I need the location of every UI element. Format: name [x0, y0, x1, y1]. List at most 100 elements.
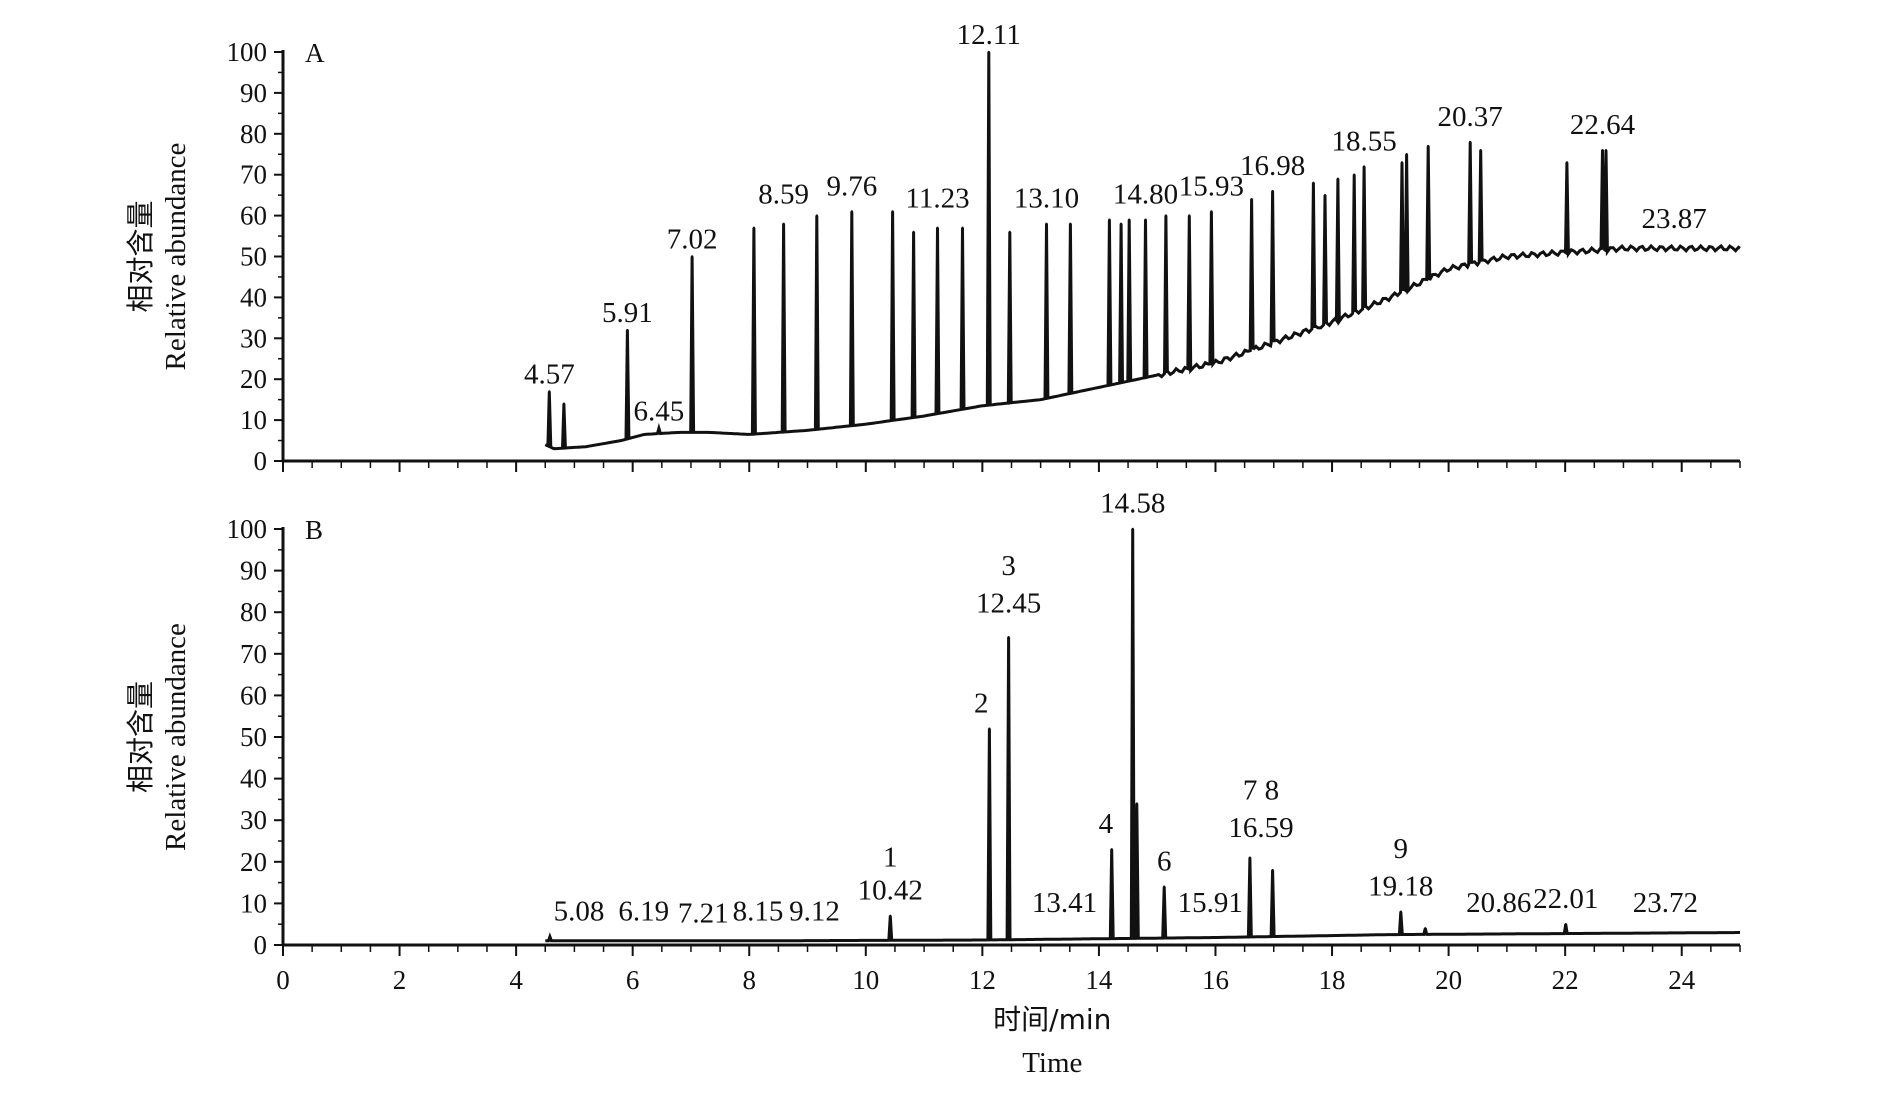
peak-point	[1119, 222, 1123, 225]
peak-label: 20.86	[1466, 887, 1531, 919]
peak-label: 5.08	[554, 895, 605, 927]
peak-label: 23.72	[1633, 887, 1698, 919]
peak-label: 15.93	[1179, 170, 1244, 202]
peak-point	[1250, 198, 1253, 201]
peak-point	[1336, 177, 1340, 180]
y-tick-label: 60	[240, 201, 267, 231]
peak-label: 15.91	[1178, 887, 1243, 919]
y-tick-label: 50	[240, 722, 267, 752]
y-tick-label: 70	[240, 639, 267, 669]
peak-point	[1323, 193, 1327, 197]
peak-label: 5.91	[602, 297, 653, 329]
peak-point	[1008, 230, 1011, 234]
y-tick-label: 100	[227, 37, 268, 67]
peak-point	[1565, 161, 1569, 164]
peak-point	[1424, 927, 1427, 930]
peak-label: 16.59	[1228, 812, 1293, 844]
peak-point	[1468, 140, 1472, 144]
peak-label: 4	[1099, 808, 1114, 840]
y-tick-label: 60	[240, 680, 267, 710]
y-tick-label: 20	[240, 847, 267, 877]
y-tick-label: 40	[240, 764, 267, 794]
peak-label: 7.21	[678, 897, 729, 929]
peak-point	[1007, 635, 1010, 639]
peak-point	[1362, 165, 1366, 168]
x-axis-title-cn: 时间/min	[993, 1003, 1111, 1036]
peak-point	[1045, 222, 1048, 225]
y-tick-label: 20	[240, 364, 267, 394]
peak-point	[961, 226, 964, 230]
peak-point	[988, 727, 991, 730]
peak-point	[936, 226, 939, 230]
peak-label: 6.45	[634, 395, 685, 427]
peak-point	[987, 50, 990, 54]
peak-label: 10.42	[858, 875, 923, 907]
x-tick-label: 24	[1668, 965, 1696, 995]
peak-point	[548, 390, 551, 393]
signal-trace	[545, 528, 1740, 943]
y-tick-label: 50	[240, 242, 267, 272]
peak-label: 19.18	[1368, 870, 1433, 902]
peak-label: 13.41	[1032, 887, 1097, 919]
peak-label: 9.76	[826, 170, 877, 202]
peak-point	[815, 214, 819, 217]
peak-label: 11.23	[905, 183, 969, 215]
x-tick-label: 8	[742, 965, 756, 995]
peak-label: 14.58	[1100, 488, 1165, 520]
peak-point	[1108, 218, 1111, 221]
y-tick-label: 10	[240, 888, 267, 918]
y-tick-label: 0	[254, 446, 268, 476]
y-axis-title: Relative abundance	[160, 623, 192, 851]
x-axis-title: Time	[1022, 1047, 1082, 1079]
y-tick-label: 90	[240, 78, 267, 108]
peak-label: 3	[1001, 550, 1016, 582]
peak-point	[1405, 153, 1408, 156]
y-tick-label: 40	[240, 282, 267, 312]
peak-point	[1601, 148, 1604, 152]
peak-point	[1312, 181, 1315, 185]
peak-label: 7 8	[1243, 775, 1279, 807]
y-axis-title-cn: 相对含量	[124, 681, 157, 793]
peak-label: 8.59	[758, 179, 809, 211]
peak-point	[1144, 218, 1147, 221]
peak-point	[889, 914, 892, 918]
peak-point	[1399, 910, 1403, 913]
x-tick-label: 20	[1435, 965, 1462, 995]
peak-point	[657, 427, 661, 430]
peak-label: 8.15	[733, 895, 784, 927]
x-tick-label: 16	[1202, 965, 1229, 995]
peak-label: 9.12	[789, 895, 840, 927]
peak-point	[626, 328, 629, 332]
peak-label: 9	[1394, 833, 1409, 865]
peak-point	[1271, 868, 1274, 872]
peak-point	[1271, 189, 1274, 193]
peak-label: 4.57	[524, 358, 575, 390]
peak-point	[1248, 856, 1252, 859]
y-tick-label: 90	[240, 556, 267, 586]
peak-label: 13.10	[1014, 183, 1079, 215]
panel-a: 0 10 20 30 40 50 60 70 80 90 100 4.57 5.91 6.45 7.02 8.…	[124, 19, 1741, 476]
peak-point	[1162, 885, 1166, 888]
peak-point	[1479, 148, 1482, 152]
x-tick-label: 18	[1319, 965, 1346, 995]
peak-point	[752, 226, 756, 230]
x-tick-label: 0	[276, 965, 290, 995]
peak-label: 20.37	[1438, 101, 1503, 133]
peak-label: 18.55	[1331, 125, 1396, 157]
peak-point	[1135, 802, 1139, 805]
peak-point	[1188, 214, 1191, 217]
y-tick-label: 80	[240, 119, 267, 149]
peak-label: 7.02	[667, 224, 718, 256]
peak-label: 6	[1157, 845, 1172, 877]
x-tick-label: 12	[969, 965, 996, 995]
y-axis-title: Relative abundance	[160, 143, 192, 371]
x-tick-label: 14	[1085, 965, 1113, 995]
x-tick-label: 2	[393, 965, 407, 995]
y-tick-label: 0	[254, 930, 268, 960]
peak-label: 14.80	[1113, 179, 1178, 211]
peak-point	[1128, 218, 1131, 221]
y-tick-label: 30	[240, 805, 267, 835]
